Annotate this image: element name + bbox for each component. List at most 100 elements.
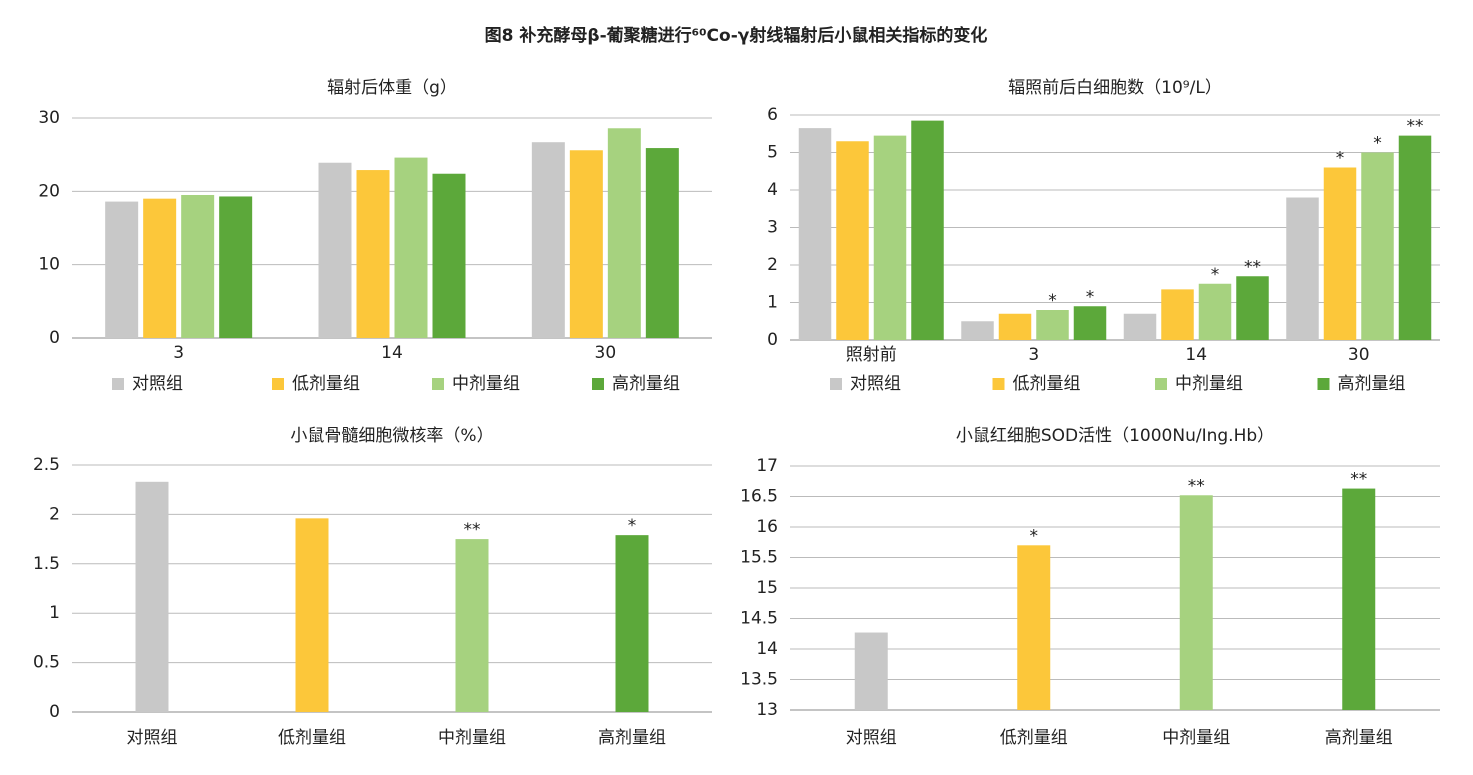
x-tick-label: 30 xyxy=(1348,345,1370,365)
y-tick-label: 1 xyxy=(49,603,60,623)
significance-mark: ** xyxy=(464,520,481,540)
y-tick-label: 14 xyxy=(756,639,778,659)
significance-mark: * xyxy=(1086,287,1095,307)
bar xyxy=(318,162,352,338)
bar xyxy=(1036,310,1069,340)
x-tick-label: 14 xyxy=(381,343,403,363)
legend-swatch xyxy=(830,378,842,390)
bar xyxy=(455,539,489,712)
bar xyxy=(394,157,428,338)
bar xyxy=(1017,545,1051,710)
bar xyxy=(143,198,177,338)
bar xyxy=(135,481,169,712)
bar xyxy=(1123,313,1157,340)
significance-mark: ** xyxy=(1188,476,1205,496)
bar xyxy=(219,196,253,338)
y-tick-label: 15.5 xyxy=(740,548,778,568)
bar xyxy=(1179,495,1213,710)
bar xyxy=(569,150,603,338)
bar xyxy=(1073,306,1107,340)
y-tick-label: 14.5 xyxy=(740,609,778,629)
y-tick-label: 0 xyxy=(767,330,778,350)
y-tick-label: 1 xyxy=(767,293,778,313)
y-tick-label: 15 xyxy=(756,578,778,598)
x-tick-label: 对照组 xyxy=(846,728,897,748)
bar xyxy=(911,120,944,340)
y-tick-label: 2 xyxy=(767,255,778,275)
bar xyxy=(961,321,994,340)
bar xyxy=(432,173,466,338)
significance-mark: ** xyxy=(1350,470,1367,490)
significance-mark: * xyxy=(1336,149,1345,169)
legend-swatch xyxy=(1317,378,1330,390)
legend-swatch xyxy=(112,378,124,390)
bar xyxy=(356,170,390,338)
bar xyxy=(873,135,907,340)
bar xyxy=(645,148,679,338)
figure-title: 图8 补充酵母β-葡聚糖进行⁶⁰Co-γ射线辐射后小鼠相关指标的变化 xyxy=(485,25,988,46)
x-tick-label: 照射前 xyxy=(846,345,897,365)
bar xyxy=(607,128,641,338)
y-tick-label: 2 xyxy=(49,504,60,524)
chart-title: 小鼠骨髓细胞微核率（%） xyxy=(290,426,493,446)
y-tick-label: 16.5 xyxy=(740,487,778,507)
x-tick-label: 3 xyxy=(1028,345,1039,365)
bar xyxy=(295,518,329,712)
legend-label: 中剂量组 xyxy=(1175,374,1243,394)
x-tick-label: 14 xyxy=(1185,345,1207,365)
legend-swatch xyxy=(1155,378,1167,390)
x-tick-label: 高剂量组 xyxy=(598,728,666,748)
x-tick-label: 中剂量组 xyxy=(1162,728,1230,748)
y-tick-label: 1.5 xyxy=(33,554,60,574)
legend-label: 对照组 xyxy=(132,374,183,394)
bar xyxy=(1161,289,1194,340)
x-tick-label: 3 xyxy=(173,343,184,363)
bar xyxy=(1236,276,1269,340)
y-tick-label: 5 xyxy=(767,143,778,163)
significance-mark: ** xyxy=(1244,257,1261,277)
significance-mark: * xyxy=(1048,291,1057,311)
y-tick-label: 13.5 xyxy=(740,670,778,690)
x-tick-label: 低剂量组 xyxy=(1000,728,1068,748)
legend-label: 对照组 xyxy=(850,374,901,394)
bar xyxy=(1361,152,1394,340)
y-tick-label: 4 xyxy=(767,180,778,200)
significance-mark: * xyxy=(1030,526,1039,546)
bar xyxy=(105,201,139,338)
chart-title: 辐射后体重（g） xyxy=(327,78,457,98)
legend-swatch xyxy=(272,378,284,390)
y-tick-label: 0 xyxy=(49,328,60,348)
y-tick-label: 2.5 xyxy=(33,455,60,475)
bar xyxy=(531,142,565,338)
y-tick-label: 0 xyxy=(49,702,60,722)
y-tick-label: 3 xyxy=(767,218,778,238)
bar xyxy=(1286,197,1319,340)
legend-swatch xyxy=(592,378,604,390)
x-tick-label: 30 xyxy=(595,343,617,363)
y-tick-label: 30 xyxy=(38,108,60,128)
significance-mark: ** xyxy=(1407,117,1424,137)
legend-label: 中剂量组 xyxy=(452,374,520,394)
significance-mark: * xyxy=(1373,134,1382,154)
significance-mark: * xyxy=(628,516,637,536)
x-tick-label: 高剂量组 xyxy=(1325,728,1393,748)
bar xyxy=(1398,135,1432,340)
significance-mark: * xyxy=(1211,265,1220,285)
y-tick-label: 10 xyxy=(38,255,60,275)
bar xyxy=(1323,167,1357,340)
x-tick-label: 对照组 xyxy=(127,728,178,748)
y-tick-label: 6 xyxy=(767,105,778,125)
bar xyxy=(181,195,215,338)
legend-swatch xyxy=(432,378,444,390)
bar xyxy=(615,535,649,712)
legend-label: 高剂量组 xyxy=(1338,374,1406,394)
legend-label: 低剂量组 xyxy=(1013,374,1081,394)
y-tick-label: 17 xyxy=(756,456,778,476)
legend-label: 低剂量组 xyxy=(292,374,360,394)
bar xyxy=(798,128,832,340)
legend-label: 高剂量组 xyxy=(612,374,680,394)
y-tick-label: 16 xyxy=(756,517,778,537)
y-tick-label: 0.5 xyxy=(33,653,60,673)
